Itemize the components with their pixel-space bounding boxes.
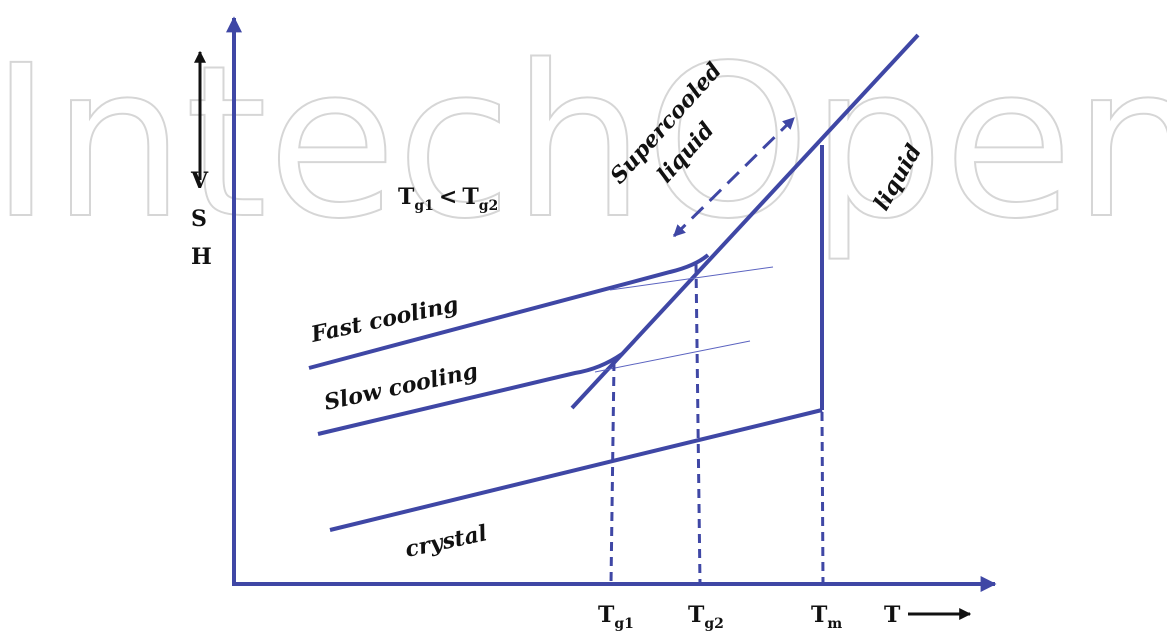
tm-drop-line — [820, 411, 825, 585]
crystal-line — [329, 408, 823, 532]
watermark-text: IntechOpen — [0, 20, 1167, 265]
tg-relation: Tg1 < Tg2 — [398, 184, 498, 214]
fast-cooling-label: Fast cooling — [308, 291, 461, 348]
tg2-label: Tg2 — [688, 602, 724, 632]
y-label-line-2: S — [191, 206, 207, 232]
slow-cooling-label: Slow cooling — [322, 358, 480, 416]
tg1-label: Tg1 — [598, 602, 634, 632]
supercooled-arrow — [672, 116, 796, 238]
tg1-drop-line — [609, 361, 616, 585]
fast-extrapolation-line — [609, 266, 774, 291]
tm-label: Tm — [811, 602, 842, 632]
slow-cooling-line — [317, 352, 624, 436]
slow-extrapolation-line — [594, 340, 751, 373]
y-label-line-1: V — [190, 168, 209, 194]
crystal-label: crystal — [403, 520, 490, 563]
y-label-line-3: H — [191, 244, 212, 270]
fast-cooling-line — [308, 253, 710, 370]
tg2-drop-line — [694, 263, 702, 585]
x-axis-label: T — [884, 602, 901, 628]
